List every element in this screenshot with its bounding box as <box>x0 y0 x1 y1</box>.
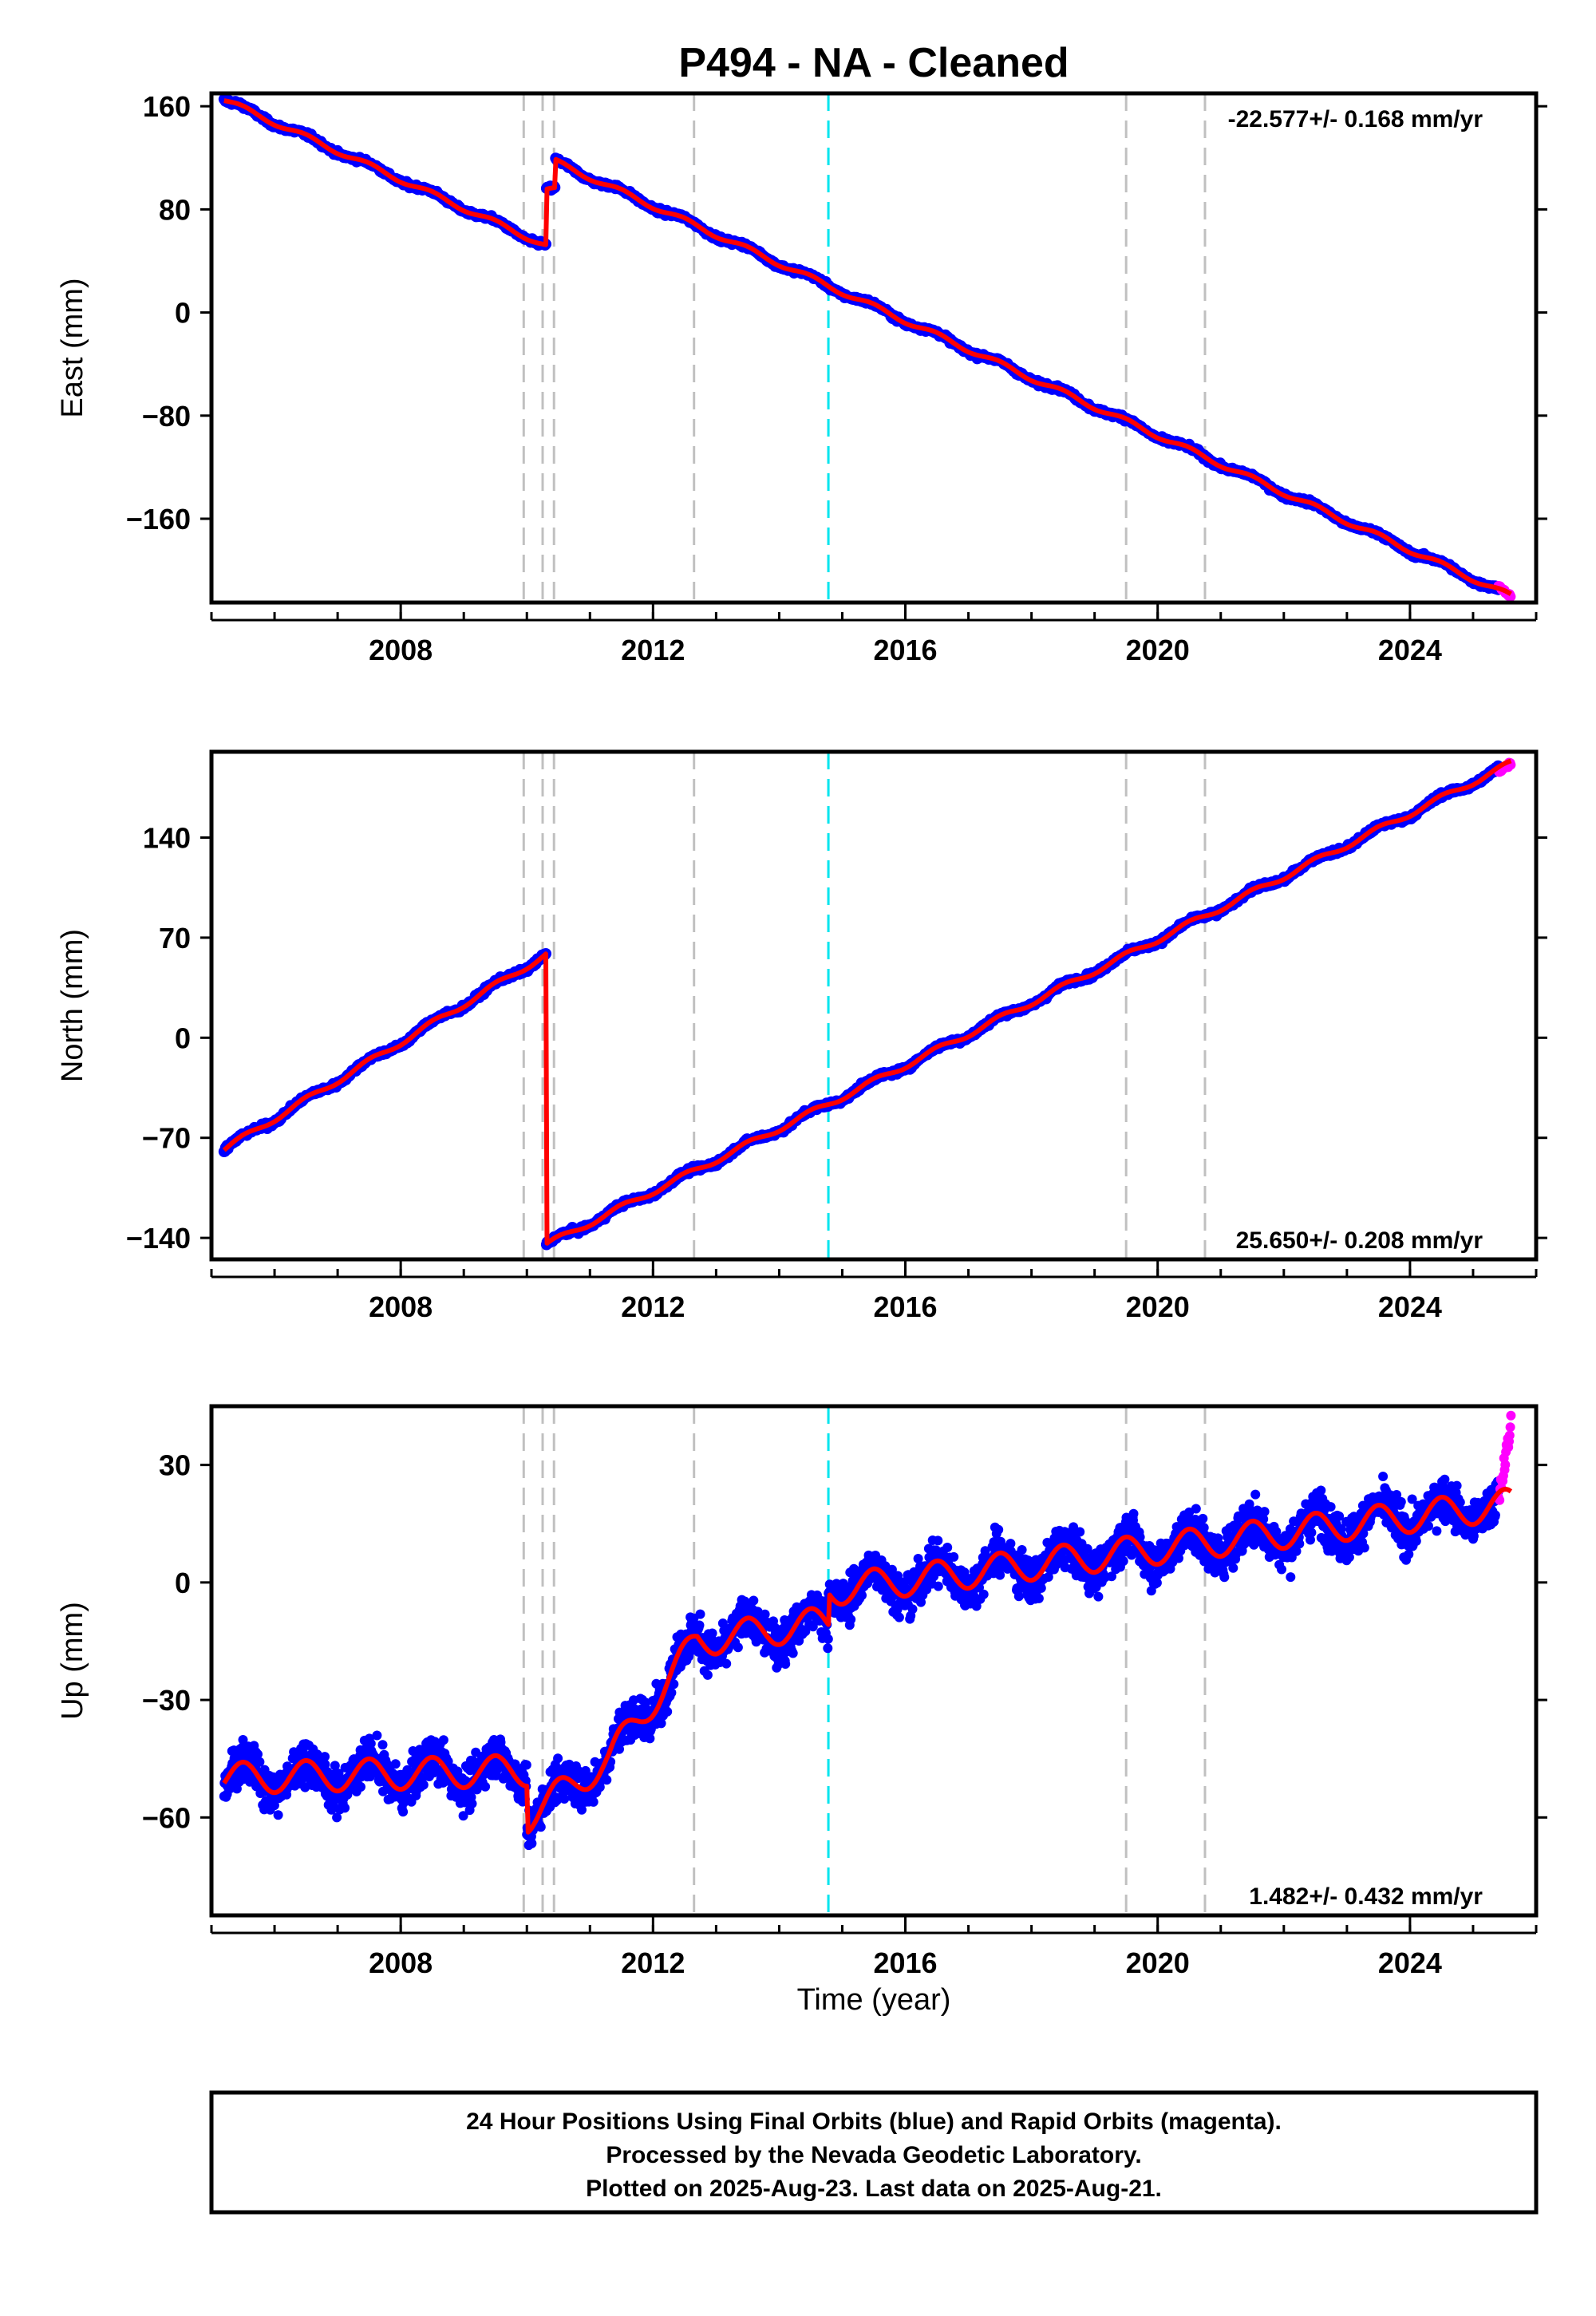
x-tick-label: 2016 <box>873 1290 937 1323</box>
model-fit-line <box>222 758 1512 1246</box>
data-point <box>527 1838 537 1848</box>
north-panel: 140 70 0 −70 −140 North (mm) 2008 2012 2016 2020 2… <box>56 749 1547 1323</box>
x-tick-label: 2016 <box>873 634 937 666</box>
model-fit-line <box>223 98 1512 596</box>
velocity-rate-label: 25.650+/- 0.208 mm/yr <box>1236 1227 1483 1254</box>
data-point <box>356 1782 365 1792</box>
data-point <box>273 1810 283 1820</box>
data-point <box>694 1620 705 1630</box>
data-point <box>390 1759 401 1769</box>
y-tick-label: 80 <box>159 193 191 226</box>
y-axis-label: East (mm) <box>56 278 89 417</box>
data-point <box>733 1642 743 1653</box>
y-tick-label: −160 <box>126 503 191 536</box>
data-point <box>535 1822 546 1832</box>
x-tick-label: 2008 <box>369 1290 433 1323</box>
x-tick-label: 2020 <box>1126 1290 1190 1323</box>
data-point <box>255 1757 265 1767</box>
data-point <box>588 1796 598 1807</box>
data-point <box>602 1775 612 1785</box>
final-orbit-points <box>219 1472 1503 1851</box>
data-point <box>702 1670 713 1680</box>
y-tick-label: 140 <box>143 821 191 854</box>
data-point <box>749 1595 759 1606</box>
x-tick-label: 2020 <box>1126 634 1190 666</box>
y-axis-label: North (mm) <box>56 929 89 1082</box>
x-tick-label: 2008 <box>369 634 433 666</box>
y-tick-label: 160 <box>143 90 191 123</box>
data-point <box>559 1794 570 1804</box>
data-point <box>666 1688 677 1697</box>
data-point <box>662 1706 673 1717</box>
data-point <box>372 1730 382 1741</box>
x-tick-label: 2012 <box>621 634 685 666</box>
final-orbit-points <box>218 93 1504 595</box>
x-tick-label: 2024 <box>1378 634 1442 666</box>
data-point <box>480 1781 491 1792</box>
y-tick-label: −70 <box>142 1122 191 1155</box>
y-tick-label: −80 <box>142 400 191 433</box>
data-point <box>553 1753 563 1764</box>
x-tick-label: 2024 <box>1378 1290 1442 1323</box>
data-point <box>398 1807 409 1817</box>
data-point <box>418 1780 429 1790</box>
data-point <box>340 1803 350 1813</box>
y-tick-label: −140 <box>126 1222 191 1255</box>
final-orbit-points <box>218 760 1504 1251</box>
data-point <box>760 1609 770 1619</box>
east-panel: 160 80 0 −80 −160 East (mm) 2008 2012 2016 2020 20… <box>56 90 1547 666</box>
data-point <box>521 1760 531 1770</box>
data-point <box>467 1799 477 1808</box>
y-tick-label: 0 <box>175 1022 191 1054</box>
velocity-rate-label: -22.577+/- 0.168 mm/yr <box>1228 106 1483 132</box>
y-tick-label: 0 <box>175 297 191 330</box>
y-tick-label: 70 <box>159 922 191 954</box>
data-point <box>377 1740 388 1750</box>
chart-title: P494 - NA - Cleaned <box>678 40 1069 86</box>
data-point <box>438 1735 448 1745</box>
data-point <box>695 1609 705 1619</box>
data-point <box>707 1628 717 1638</box>
x-tick-label: 2012 <box>621 1290 685 1323</box>
data-point <box>721 1658 732 1669</box>
plot-frame <box>209 749 1539 1262</box>
